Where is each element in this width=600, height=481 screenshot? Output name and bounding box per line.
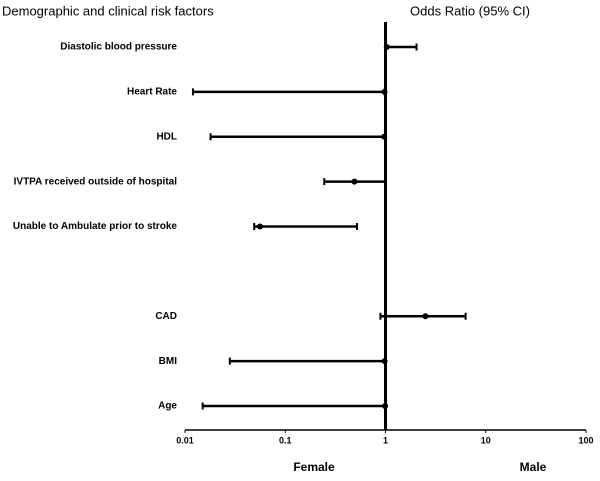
point-estimate: [381, 88, 388, 95]
left-header: Demographic and clinical risk factors: [2, 3, 214, 18]
point-estimate: [382, 403, 389, 409]
row-label: BMI: [159, 356, 178, 367]
right-header: Odds Ratio (95% CI): [410, 3, 530, 18]
x-tick-label: 0.01: [176, 435, 194, 445]
row-label: Age: [158, 401, 177, 412]
point-estimate: [422, 313, 429, 320]
right-annotation: Male: [520, 460, 547, 474]
row-label: HDL: [156, 131, 177, 142]
x-tick-label: 100: [578, 435, 593, 445]
x-tick-label: 1: [383, 435, 388, 445]
point-estimate: [381, 133, 388, 140]
row-label: IVTPA received outside of hospital: [14, 176, 178, 187]
x-tick-label: 10: [481, 435, 491, 445]
point-estimate: [351, 178, 358, 185]
point-estimate: [383, 44, 390, 50]
left-annotation: Female: [293, 460, 335, 474]
row-label: CAD: [155, 311, 177, 322]
row-label: Diastolic blood pressure: [60, 42, 177, 53]
x-tick-label: 0.1: [279, 435, 292, 445]
row-label: Heart Rate: [127, 87, 177, 98]
row-label: Unable to Ambulate prior to stroke: [13, 221, 178, 232]
point-estimate: [257, 223, 264, 230]
point-estimate: [381, 358, 388, 365]
